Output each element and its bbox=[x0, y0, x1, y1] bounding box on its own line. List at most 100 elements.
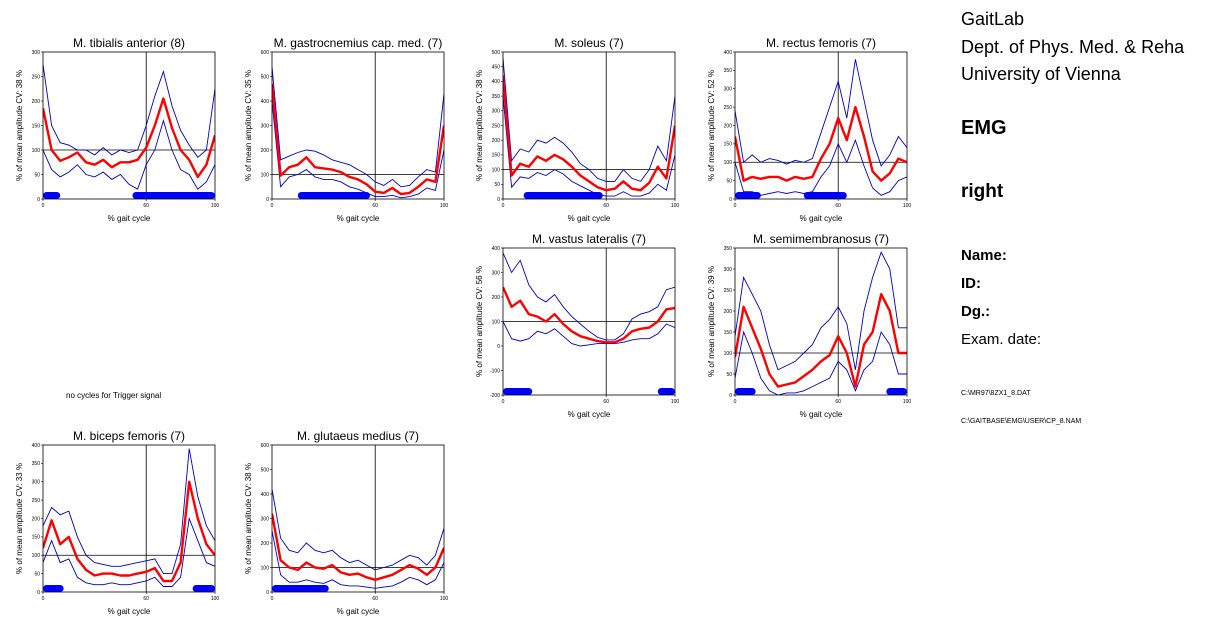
y-tick-label: 250 bbox=[492, 123, 501, 129]
x-axis-label: % gait cycle bbox=[337, 607, 380, 616]
y-tick-label: 200 bbox=[724, 123, 733, 129]
mean-line bbox=[272, 513, 444, 581]
y-tick-label: 200 bbox=[492, 138, 501, 144]
lab-name: GaitLab bbox=[961, 9, 1025, 29]
y-axis-label: % of mean amplitude CV: 38 % bbox=[15, 70, 24, 181]
activity-bar bbox=[735, 388, 756, 395]
chart-title: M. tibialis anterior (8) bbox=[73, 36, 185, 50]
x-tick-label: 60 bbox=[603, 203, 609, 209]
emg-panel: M. rectus femoris (7) 0 50 100 150 200 250 300 3… bbox=[706, 34, 936, 229]
y-tick-label: 350 bbox=[724, 68, 733, 74]
mean-line bbox=[43, 480, 215, 583]
y-tick-label: 450 bbox=[492, 65, 501, 71]
y-tick-label: 400 bbox=[724, 50, 733, 56]
emg-chart: M. biceps femoris (7) 0 50 100 150 200 250 300 3… bbox=[15, 429, 219, 616]
emg-chart: M. glutaeus medius (7) 0 100 200 300 400 500 60… bbox=[244, 429, 448, 616]
activity-bar bbox=[43, 192, 61, 199]
mean-line bbox=[735, 105, 907, 182]
y-tick-label: 500 bbox=[492, 50, 501, 56]
y-tick-label: 0 bbox=[497, 197, 500, 203]
x-tick-label: 60 bbox=[372, 203, 378, 209]
y-tick-label: 250 bbox=[724, 288, 733, 294]
mean-line bbox=[503, 75, 675, 192]
y-tick-label: 300 bbox=[32, 480, 41, 486]
y-tick-label: 300 bbox=[261, 123, 270, 129]
y-tick-label: 350 bbox=[492, 94, 501, 100]
x-tick-label: 60 bbox=[143, 203, 149, 209]
y-tick-label: 200 bbox=[261, 148, 270, 154]
exam-date-label: Exam. date: bbox=[961, 331, 1042, 348]
chart-title: M. semimembranosus (7) bbox=[753, 232, 889, 246]
emg-chart: M. gastrocnemius cap. med. (7) 0 100 200 300… bbox=[244, 36, 449, 223]
emg-chart: M. tibialis anterior (8) 0 50 100 150 200 250 3… bbox=[15, 36, 219, 223]
x-tick-label: 0 bbox=[42, 203, 45, 209]
y-tick-label: 250 bbox=[32, 74, 41, 80]
x-tick-label: 100 bbox=[903, 203, 912, 209]
activity-bar bbox=[132, 192, 215, 199]
y-tick-label: -200 bbox=[490, 393, 500, 399]
y-tick-label: 0 bbox=[729, 197, 732, 203]
side-label: right bbox=[961, 181, 1004, 202]
activity-bar bbox=[886, 388, 907, 395]
sd-line bbox=[735, 330, 907, 395]
activity-bar bbox=[503, 388, 533, 395]
mean-line bbox=[503, 286, 675, 344]
y-tick-label: 250 bbox=[32, 498, 41, 504]
lab-header: GaitLab Dept. of Phys. Med. & Reha Unive… bbox=[961, 6, 1184, 89]
name-label: Name: bbox=[961, 247, 1007, 264]
mean-line bbox=[272, 83, 444, 196]
x-tick-label: 100 bbox=[440, 203, 449, 209]
y-tick-label: 300 bbox=[492, 270, 501, 276]
sd-line bbox=[735, 251, 907, 371]
y-tick-label: 0 bbox=[497, 344, 500, 350]
y-tick-label: 100 bbox=[32, 553, 41, 559]
chart-title: M. gastrocnemius cap. med. (7) bbox=[274, 36, 443, 50]
emg-panel: M. semimembranosus (7) 0 50 100 150 200 250 300… bbox=[706, 230, 936, 425]
y-tick-label: 600 bbox=[261, 443, 270, 449]
emg-panel: M. tibialis anterior (8) 0 50 100 150 200 250 3… bbox=[14, 34, 244, 229]
x-axis-label: % gait cycle bbox=[108, 607, 151, 616]
y-tick-label: 200 bbox=[261, 541, 270, 547]
y-axis-label: % of mean amplitude CV: 39 % bbox=[707, 266, 716, 377]
y-tick-label: -100 bbox=[490, 368, 500, 374]
x-tick-label: 60 bbox=[143, 596, 149, 602]
x-axis-label: % gait cycle bbox=[800, 214, 843, 223]
x-tick-label: 60 bbox=[372, 596, 378, 602]
sd-line bbox=[735, 138, 907, 196]
y-tick-label: 400 bbox=[492, 246, 501, 252]
y-tick-label: 300 bbox=[32, 50, 41, 56]
y-axis-label: % of mean amplitude CV: 52 % bbox=[707, 70, 716, 181]
chart-title: M. vastus lateralis (7) bbox=[532, 232, 646, 246]
y-axis-label: % of mean amplitude CV: 38 % bbox=[475, 70, 484, 181]
sd-line bbox=[43, 448, 215, 575]
diagnosis-label: Dg.: bbox=[961, 303, 991, 320]
y-tick-label: 400 bbox=[492, 79, 501, 85]
mean-line bbox=[735, 293, 907, 388]
y-tick-label: 50 bbox=[726, 178, 732, 184]
sd-line bbox=[272, 100, 444, 199]
y-tick-label: 100 bbox=[261, 565, 270, 571]
x-tick-label: 60 bbox=[835, 399, 841, 405]
emg-panel: M. glutaeus medius (7) 0 100 200 300 400 500 60… bbox=[243, 427, 473, 622]
chart-title: M. biceps femoris (7) bbox=[73, 429, 185, 443]
activity-bar bbox=[657, 388, 675, 395]
y-tick-label: 150 bbox=[32, 535, 41, 541]
y-tick-label: 0 bbox=[266, 590, 269, 596]
lab-university: University of Vienna bbox=[961, 64, 1121, 84]
y-tick-label: 0 bbox=[37, 590, 40, 596]
y-tick-label: 100 bbox=[724, 351, 733, 357]
activity-bar bbox=[272, 585, 329, 592]
y-tick-label: 350 bbox=[32, 461, 41, 467]
sd-line bbox=[503, 321, 675, 347]
sd-line bbox=[272, 66, 444, 188]
emg-chart: M. soleus (7) 0 50 100 150 200 250 300 350 400 450… bbox=[475, 36, 679, 223]
emg-chart: M. semimembranosus (7) 0 50 100 150 200 250 300… bbox=[707, 232, 911, 419]
x-tick-label: 0 bbox=[271, 596, 274, 602]
emg-chart: M. vastus lateralis (7) -200 -100 0 100 200 30… bbox=[475, 232, 679, 419]
y-tick-label: 0 bbox=[37, 197, 40, 203]
y-tick-label: 200 bbox=[724, 309, 733, 315]
y-tick-label: 250 bbox=[724, 105, 733, 111]
activity-bar bbox=[43, 585, 64, 592]
x-axis-label: % gait cycle bbox=[800, 410, 843, 419]
y-axis-label: % of mean amplitude CV: 38 % bbox=[244, 463, 253, 574]
